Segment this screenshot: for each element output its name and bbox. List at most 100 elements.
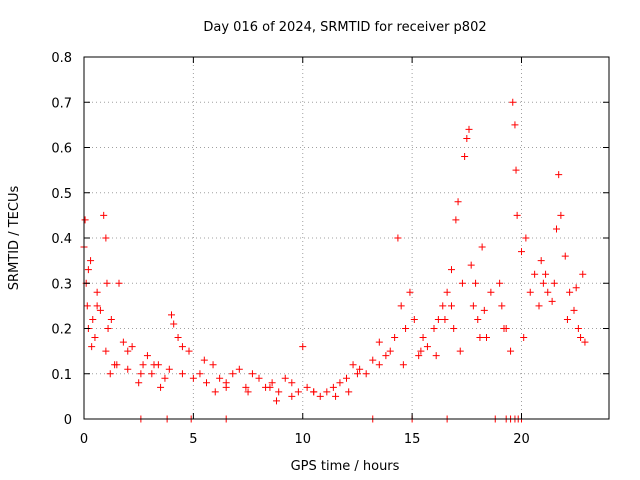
y-tick-label: 0.4 — [51, 232, 72, 247]
y-axis-label: SRMTID / TECUs — [7, 186, 22, 291]
chart-title: Day 016 of 2024, SRMTID for receiver p80… — [203, 20, 486, 35]
data-point — [235, 365, 243, 373]
data-point — [104, 325, 112, 332]
data-point — [423, 343, 431, 351]
data-point — [561, 252, 569, 260]
axis-tick-labels: 0 0.1 0.2 0.3 0.4 0.5 0.6 0.7 0.8 0 5 10 15 20 — [51, 51, 529, 447]
data-point — [472, 279, 480, 287]
data-point — [356, 365, 364, 373]
data-point — [288, 379, 296, 387]
data-point — [332, 392, 340, 400]
data-point — [211, 388, 219, 396]
data-point — [577, 334, 585, 342]
data-point — [454, 198, 462, 206]
data-point — [244, 388, 252, 396]
data-point — [441, 315, 449, 323]
data-point — [349, 361, 357, 369]
data-point — [386, 347, 394, 355]
data-point — [415, 352, 423, 360]
data-point — [135, 379, 143, 387]
data-point — [93, 288, 101, 296]
data-point — [526, 288, 534, 296]
data-point — [579, 270, 587, 278]
data-point — [137, 370, 145, 378]
data-points — [80, 98, 589, 423]
data-point — [478, 243, 486, 251]
data-point — [531, 270, 539, 278]
data-point — [548, 297, 556, 305]
data-point — [100, 211, 108, 219]
data-point — [248, 370, 256, 378]
data-point — [375, 361, 383, 369]
data-point — [229, 370, 237, 378]
data-point — [391, 334, 399, 342]
data-point — [570, 306, 578, 314]
data-point — [574, 325, 582, 332]
data-point — [106, 370, 114, 378]
data-point — [518, 248, 525, 256]
data-point — [509, 98, 517, 106]
data-point — [520, 334, 528, 342]
data-point — [178, 370, 186, 378]
data-point — [448, 302, 455, 310]
data-point — [487, 288, 495, 296]
data-point — [303, 383, 311, 391]
data-point — [432, 352, 440, 360]
data-point — [174, 334, 182, 342]
data-point — [343, 374, 350, 382]
data-point — [463, 134, 471, 142]
data-point — [537, 257, 545, 265]
data-point — [434, 315, 442, 323]
data-point — [310, 388, 318, 396]
data-point — [268, 379, 276, 387]
data-point — [397, 302, 405, 310]
data-point — [102, 347, 110, 355]
data-point — [178, 343, 186, 351]
data-point — [165, 365, 173, 373]
data-point — [513, 211, 521, 219]
data-point — [124, 365, 132, 373]
data-point — [507, 347, 515, 355]
y-tick-label: 0 — [64, 413, 72, 428]
data-point — [102, 234, 110, 242]
data-point — [402, 325, 410, 332]
data-point — [294, 388, 302, 396]
data-point — [476, 334, 484, 342]
data-point — [456, 347, 464, 355]
data-point — [189, 374, 197, 382]
data-point — [417, 347, 425, 355]
data-point — [200, 356, 208, 364]
data-point — [511, 121, 519, 129]
data-point — [170, 320, 178, 328]
data-point — [119, 338, 127, 346]
data-point — [209, 361, 217, 369]
data-point — [84, 266, 92, 274]
data-point — [498, 302, 506, 310]
data-point — [448, 266, 455, 274]
x-tick-label: 20 — [513, 432, 530, 447]
data-point — [196, 370, 204, 378]
data-point — [273, 397, 280, 405]
data-point — [103, 279, 111, 287]
data-point — [382, 352, 390, 360]
data-point — [399, 361, 407, 369]
data-point — [222, 383, 230, 391]
data-point — [512, 166, 520, 174]
data-point — [83, 302, 91, 310]
data-point — [553, 225, 560, 233]
plot-frame — [83, 56, 610, 420]
data-point — [474, 315, 482, 323]
data-point — [143, 352, 151, 360]
data-point — [161, 374, 169, 382]
data-point — [88, 343, 96, 351]
y-tick-label: 0.6 — [51, 142, 72, 157]
data-point — [557, 211, 565, 219]
data-point — [124, 347, 132, 355]
data-point — [439, 302, 447, 310]
data-point — [93, 302, 101, 310]
data-point — [168, 311, 175, 319]
axis-ticks — [83, 56, 609, 420]
data-point — [480, 306, 488, 314]
x-axis-label: GPS time / hours — [291, 459, 400, 474]
